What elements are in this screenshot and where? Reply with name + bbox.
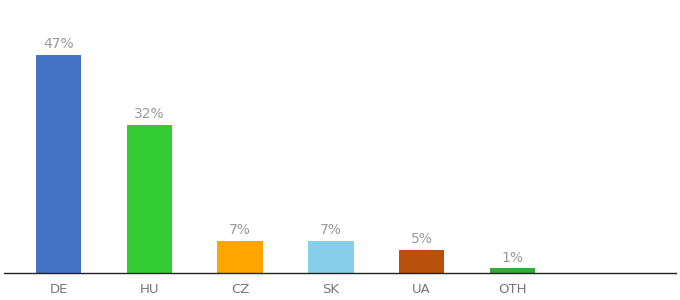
Bar xyxy=(218,241,263,273)
Bar xyxy=(36,55,82,273)
Text: 7%: 7% xyxy=(320,223,342,237)
Bar xyxy=(490,268,535,273)
Text: 47%: 47% xyxy=(44,38,74,52)
Bar xyxy=(126,125,172,273)
Text: 32%: 32% xyxy=(134,107,165,121)
Bar xyxy=(308,241,354,273)
Bar xyxy=(399,250,445,273)
Text: 1%: 1% xyxy=(501,251,524,265)
Text: 7%: 7% xyxy=(229,223,251,237)
Text: 5%: 5% xyxy=(411,232,432,246)
